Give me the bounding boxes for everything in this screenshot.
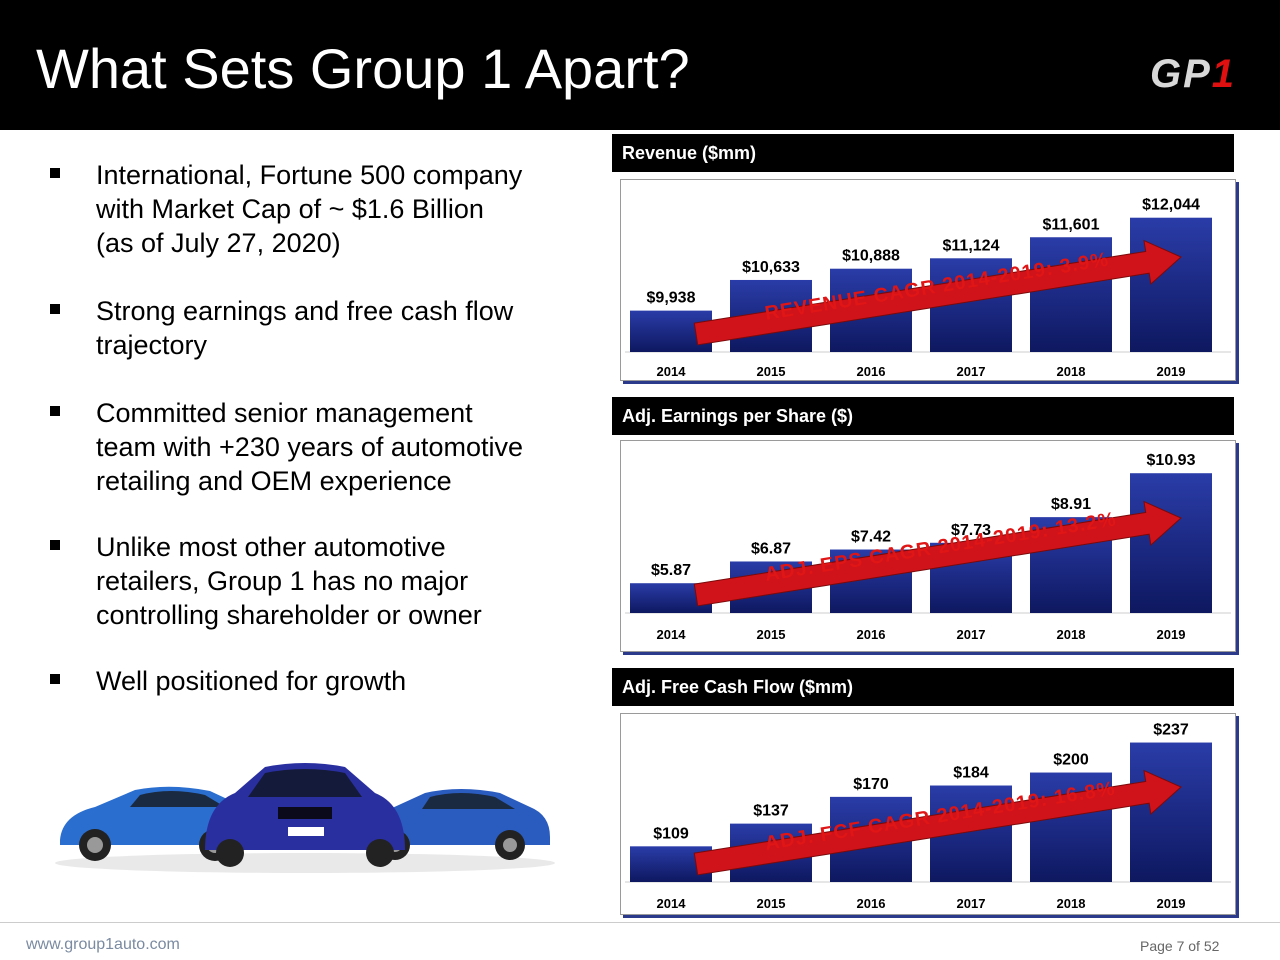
year-label-2016: 2016 [857, 364, 886, 379]
revenue-chart: $9,938 2014 $10,633 2015 $10,888 2016 $11,124 2… [620, 179, 1236, 381]
bullet-line: trajectory [96, 330, 208, 360]
eps-chart: $5.87 2014 $6.87 2015 $7.42 2016 $7.73 2017 $8.9… [620, 440, 1236, 652]
bar-2019 [1130, 742, 1212, 882]
data-label-2014: $5.87 [651, 562, 691, 579]
data-label-2015: $6.87 [751, 540, 791, 557]
car-center-image [205, 763, 405, 867]
bullet-line: (as of July 27, 2020) [96, 228, 341, 258]
data-label-2019: $12,044 [1142, 197, 1200, 214]
eps-panel-header: Adj. Earnings per Share ($) [612, 397, 1234, 435]
data-label-2019: $237 [1153, 722, 1189, 739]
data-label-2017: $11,124 [943, 237, 1000, 254]
year-label-2019: 2019 [1157, 364, 1186, 379]
fcf-panel-header: Adj. Free Cash Flow ($mm) [612, 668, 1234, 706]
bullet-line: retailers, Group 1 has no major [96, 566, 469, 596]
bullet-line: International, Fortune 500 company [96, 160, 523, 190]
cagr-arrow [693, 500, 1182, 607]
bullet-line: team with +230 years of automotive [96, 432, 523, 462]
cars-image [55, 763, 555, 873]
bullet-marker [50, 406, 60, 416]
year-label-2018: 2018 [1057, 627, 1086, 642]
bullet-line: Committed senior management [96, 398, 473, 428]
group1-logo: GP1 [1150, 52, 1237, 96]
title-bar: What Sets Group 1 Apart? GP1 [0, 0, 1280, 130]
bullet-marker [50, 304, 60, 314]
website-link[interactable]: www.group1auto.com [26, 936, 180, 953]
bullet-line: retailing and OEM experience [96, 466, 452, 496]
bullet-line: Well positioned for growth [96, 666, 407, 696]
year-label-2016: 2016 [857, 627, 886, 642]
year-label-2017: 2017 [957, 627, 986, 642]
year-label-2018: 2018 [1057, 364, 1086, 379]
revenue-chart-title: Revenue ($mm) [622, 143, 757, 163]
page-title: What Sets Group 1 Apart? [36, 37, 690, 100]
data-label-2018: $8.91 [1051, 496, 1091, 513]
cagr-arrow-shape [693, 500, 1182, 607]
bar-2019 [1130, 473, 1212, 613]
data-label-2016: $10,888 [842, 248, 900, 265]
bullet-marker [50, 674, 60, 684]
year-label-2016: 2016 [857, 896, 886, 911]
year-label-2015: 2015 [757, 896, 786, 911]
fcf-chart-title: Adj. Free Cash Flow ($mm) [622, 677, 854, 697]
bar-2019 [1130, 217, 1212, 352]
data-label-2017: $184 [953, 765, 989, 782]
data-label-2019: $10.93 [1147, 452, 1196, 469]
cagr-arrow-shape [693, 769, 1182, 876]
bullet-marker [50, 540, 60, 550]
bullet-line: Unlike most other automotive [96, 532, 446, 562]
bullet-line: Strong earnings and free cash flow [96, 296, 514, 326]
data-label-2018: $11,601 [1043, 216, 1100, 233]
year-label-2014: 2014 [657, 627, 687, 642]
year-label-2019: 2019 [1157, 896, 1186, 911]
year-label-2017: 2017 [957, 364, 986, 379]
year-label-2015: 2015 [757, 364, 786, 379]
footer-divider [0, 922, 1280, 923]
eps-panel: Adj. Earnings per Share ($) $5.87 2014 $6.… [612, 397, 1236, 655]
bar-2018 [1030, 237, 1112, 352]
bullet-line: with Market Cap of ~ $1.6 Billion [96, 194, 484, 224]
year-label-2014: 2014 [657, 896, 687, 911]
data-label-2015: $137 [753, 803, 789, 820]
bullet-line: controlling shareholder or owner [96, 600, 482, 630]
fcf-panel: Adj. Free Cash Flow ($mm) $109 2014 $137 20… [612, 668, 1236, 918]
data-label-2016: $7.42 [851, 529, 891, 546]
year-label-2014: 2014 [657, 364, 687, 379]
data-label-2014: $109 [653, 825, 689, 842]
year-label-2018: 2018 [1057, 896, 1086, 911]
data-label-2018: $200 [1053, 752, 1089, 769]
fcf-chart: $109 2014 $137 2015 $170 2016 $184 2017 $200 2018… [620, 713, 1236, 915]
bullet-marker [50, 168, 60, 178]
year-label-2015: 2015 [757, 627, 786, 642]
cagr-arrow [693, 769, 1182, 876]
revenue-panel-header: Revenue ($mm) [612, 134, 1234, 172]
data-label-2014: $9,938 [647, 290, 696, 307]
revenue-panel: Revenue ($mm) $9,938 2014 $10,633 2015 $10,8… [612, 134, 1236, 382]
year-label-2017: 2017 [957, 896, 986, 911]
page-number: Page 7 of 52 [1140, 938, 1220, 954]
data-label-2017: $7.73 [951, 522, 991, 539]
cagr-arrow-shape [693, 239, 1182, 346]
data-label-2016: $170 [853, 776, 889, 793]
data-label-2015: $10,633 [742, 259, 800, 276]
cagr-arrow [693, 239, 1182, 346]
eps-chart-title: Adj. Earnings per Share ($) [622, 406, 854, 426]
year-label-2019: 2019 [1157, 627, 1186, 642]
